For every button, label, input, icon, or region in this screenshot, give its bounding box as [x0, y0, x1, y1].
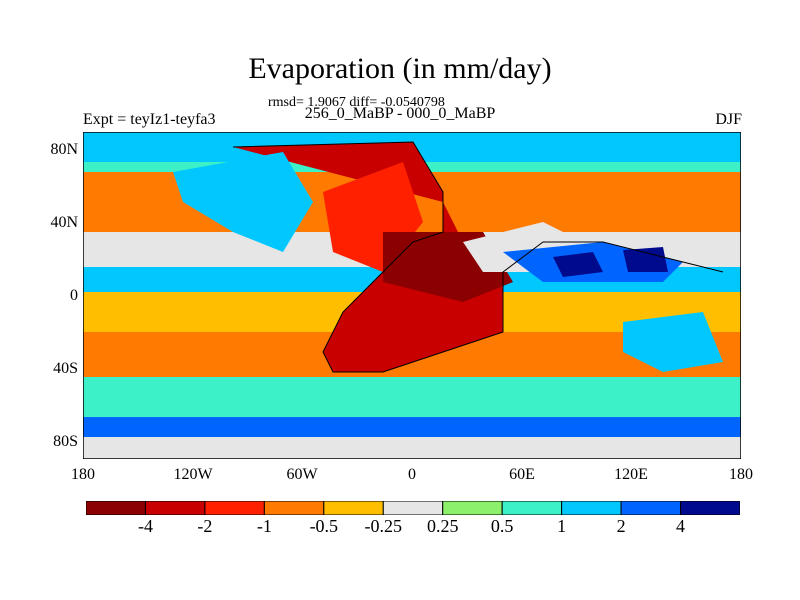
east-continent-wet — [623, 312, 723, 372]
colorbar-swatch — [680, 501, 740, 515]
x-tick-label: 180 — [729, 466, 753, 483]
colorbar-swatch — [144, 501, 206, 515]
y-tick-label: 40S — [53, 360, 78, 377]
southern-ocean-band — [83, 377, 741, 417]
coastline — [232, 141, 724, 373]
colorbar-label: -0.25 — [364, 516, 403, 536]
colorbar — [86, 501, 740, 515]
wettest-spot-2 — [623, 247, 668, 272]
x-tick-label: 180 — [71, 466, 95, 483]
colorbar-swatch — [620, 501, 682, 515]
x-tick-label: 60E — [509, 466, 535, 483]
colorbar-swatch — [323, 501, 384, 515]
colorbar-swatch — [86, 501, 146, 515]
x-tick-label: 0 — [408, 466, 416, 483]
colorbar-label: 0.25 — [426, 516, 459, 536]
chart-title: Evaporation (in mm/day) — [248, 52, 552, 85]
x-tick-label: 120W — [173, 466, 213, 483]
colorbar-swatch — [204, 501, 265, 515]
colorbar-swatch — [501, 501, 563, 515]
y-tick-label: 80N — [50, 141, 78, 158]
colorbar-label: 4 — [676, 516, 686, 536]
y-tick-label: 80S — [53, 433, 78, 450]
colorbar-label: -0.5 — [309, 516, 339, 536]
colorbar-swatch — [442, 501, 503, 515]
colorbar-label: 1 — [557, 516, 567, 536]
colorbar-label: -1 — [256, 516, 272, 536]
y-tick-label: 0 — [70, 287, 78, 304]
wettest-spot-1 — [553, 252, 603, 277]
colorbar-swatch — [263, 501, 325, 515]
colorbar-label: 2 — [616, 516, 626, 536]
colorbar-swatch — [561, 501, 622, 515]
colorbar-swatch — [382, 501, 444, 515]
antarctic-margin-band — [83, 417, 741, 437]
x-tick-label: 120E — [614, 466, 648, 483]
y-tick-label: 40N — [50, 214, 78, 231]
colorbar-label: -2 — [197, 516, 213, 536]
colorbar-label: 0.5 — [490, 516, 514, 536]
colorbar-label: -4 — [137, 516, 153, 536]
antarctic-band — [83, 437, 741, 459]
evaporation-map — [83, 132, 741, 459]
comparison-label: 256_0_MaBP - 000_0_MaBP — [304, 105, 496, 122]
stats-label: rmsd= 1.9067 diff= -0.0540798 — [268, 95, 445, 110]
experiment-label: Expt = teyIz1-teyfa3 — [83, 111, 216, 128]
north-continent-wet — [173, 152, 313, 252]
season-label: DJF — [715, 111, 742, 128]
x-tick-label: 60W — [286, 466, 318, 483]
continent-drying-region — [233, 142, 503, 372]
